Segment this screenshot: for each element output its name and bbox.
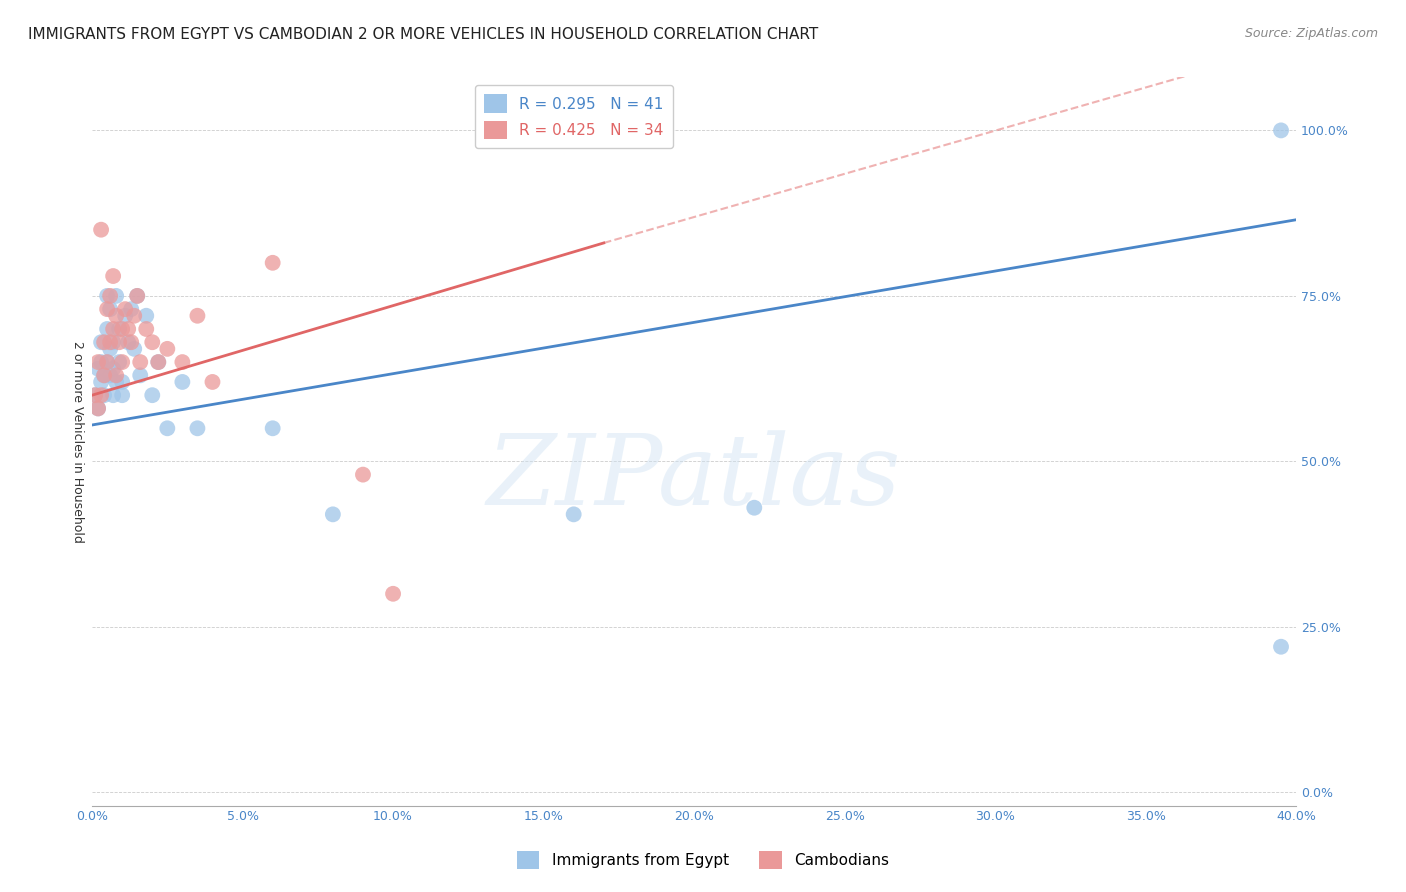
Point [90,388,112,402]
Point [87,361,110,376]
Point [262,256,284,270]
Point [87,355,110,369]
Point [156,342,179,356]
Point [111,355,134,369]
Point [96,322,118,336]
Point [562,508,585,522]
Point [129,368,152,383]
Point [101,388,124,402]
Point [172,375,194,389]
Point [1270,123,1292,137]
Point [127,289,149,303]
Point [148,355,170,369]
Point [1270,640,1292,654]
Point [201,375,224,389]
Text: IMMIGRANTS FROM EGYPT VS CAMBODIAN 2 OR MORE VEHICLES IN HOUSEHOLD CORRELATION C: IMMIGRANTS FROM EGYPT VS CAMBODIAN 2 OR … [28,27,818,42]
Point [108,322,131,336]
Point [117,322,139,336]
Point [117,335,139,350]
Legend: Immigrants from Egypt, Cambodians: Immigrants from Egypt, Cambodians [510,845,896,875]
Point [742,500,765,515]
Point [101,268,124,283]
Point [111,388,134,402]
Point [101,335,124,350]
Point [120,335,142,350]
Point [90,355,112,369]
Point [186,309,208,323]
Point [84,388,107,402]
Point [105,289,128,303]
Point [141,388,163,402]
Point [105,368,128,383]
Point [127,289,149,303]
Point [93,335,115,350]
Point [111,375,134,389]
Point [105,309,128,323]
Point [98,289,121,303]
Point [172,355,194,369]
Y-axis label: 2 or more Vehicles in Household: 2 or more Vehicles in Household [72,341,84,542]
Point [186,421,208,435]
Point [96,289,118,303]
Point [135,309,157,323]
Point [122,342,145,356]
Point [129,355,152,369]
Point [96,355,118,369]
Point [108,335,131,350]
Point [87,401,110,416]
Point [111,322,134,336]
Point [93,388,115,402]
Point [382,587,405,601]
Point [98,335,121,350]
Point [101,361,124,376]
Text: Source: ZipAtlas.com: Source: ZipAtlas.com [1244,27,1378,40]
Point [108,355,131,369]
Point [322,508,344,522]
Point [84,388,107,402]
Point [98,368,121,383]
Point [114,302,136,317]
Point [135,322,157,336]
Point [114,309,136,323]
Point [87,401,110,416]
Point [98,302,121,317]
Point [352,467,374,482]
Point [156,421,179,435]
Point [141,335,163,350]
Point [96,302,118,317]
Point [262,421,284,435]
Point [93,368,115,383]
Point [101,322,124,336]
Legend: R = 0.295   N = 41, R = 0.425   N = 34: R = 0.295 N = 41, R = 0.425 N = 34 [475,85,672,148]
Point [148,355,170,369]
Point [105,375,128,389]
Point [98,342,121,356]
Point [90,375,112,389]
Point [96,355,118,369]
Point [90,223,112,237]
Point [90,335,112,350]
Point [120,302,142,317]
Point [93,368,115,383]
Point [122,309,145,323]
Text: ZIPatlas: ZIPatlas [486,430,901,525]
